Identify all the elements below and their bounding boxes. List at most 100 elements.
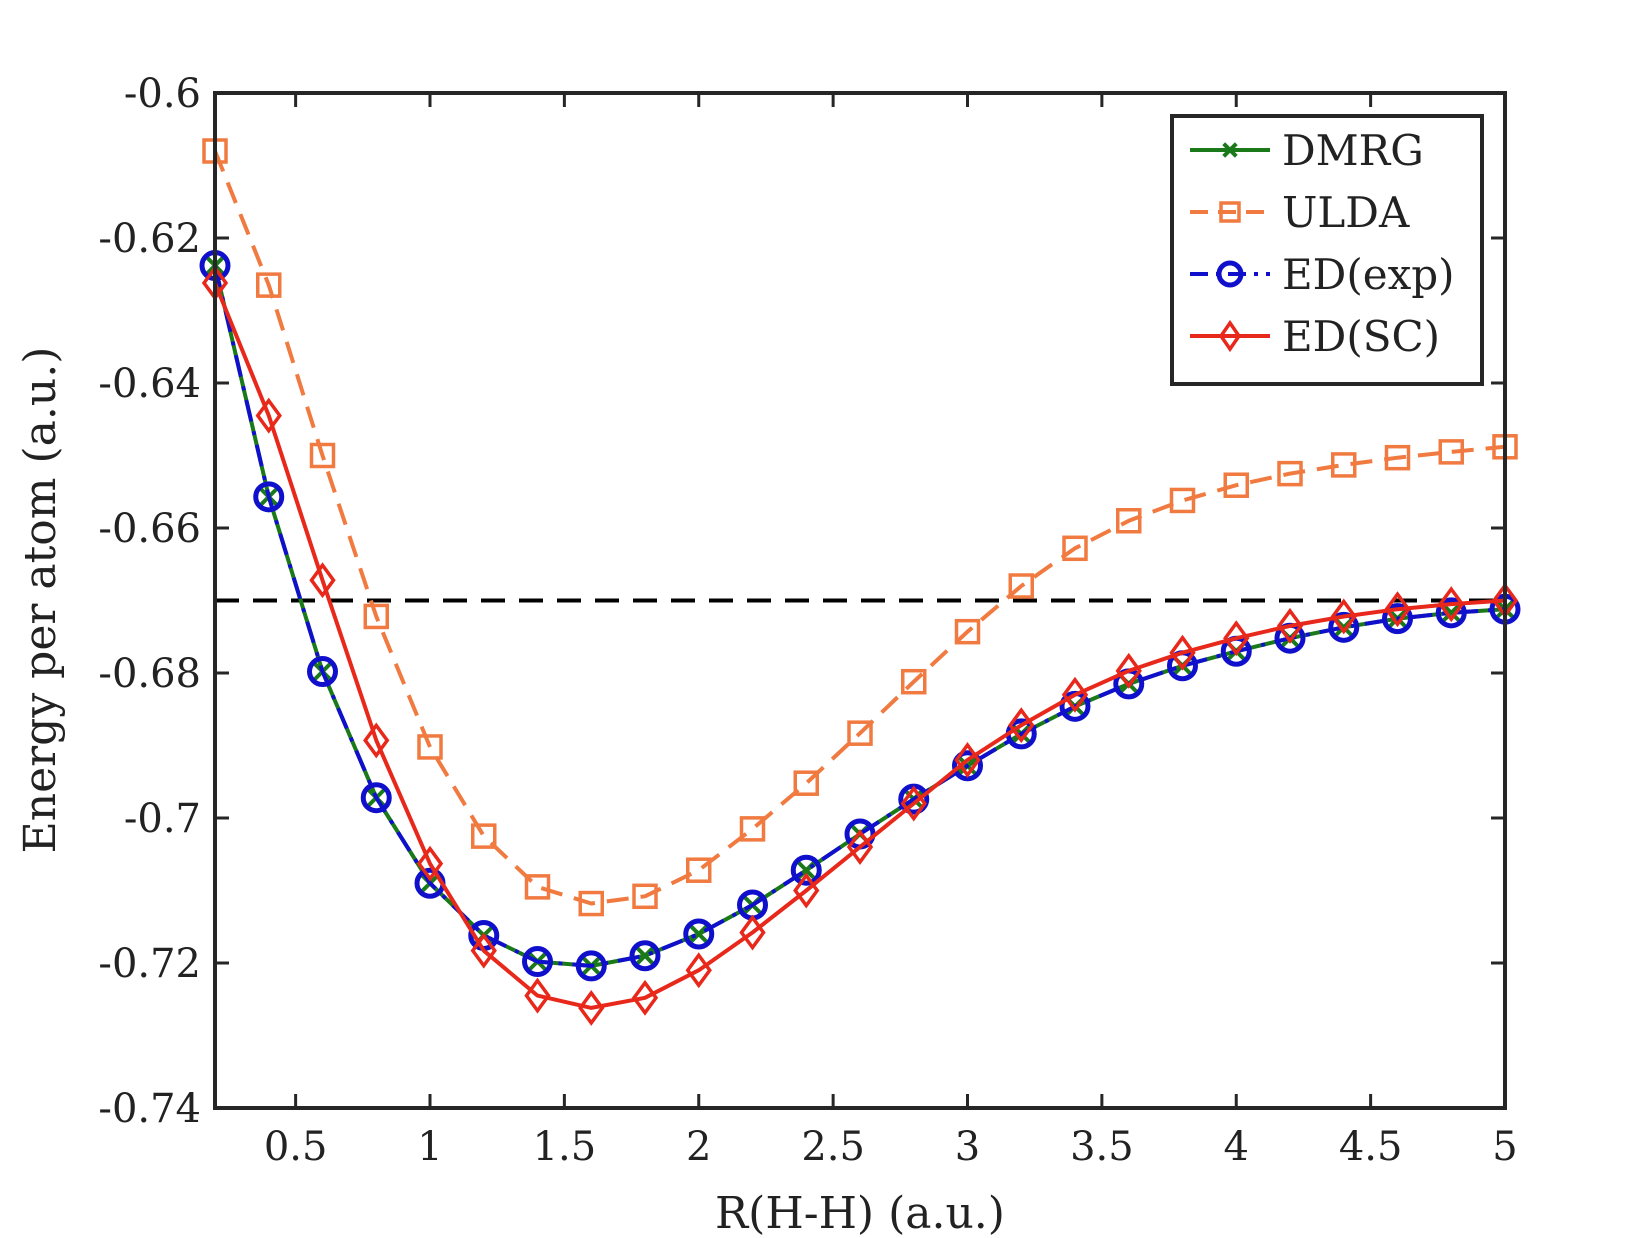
- data-point-ed-exp: [683, 918, 715, 950]
- data-point-ed-sc: [1438, 586, 1465, 623]
- legend-label-dmrg: DMRG: [1282, 126, 1424, 175]
- data-point-ed-sc: [416, 845, 444, 882]
- data-point-ed-exp: [360, 782, 392, 814]
- data-point-ed-sc: [685, 952, 712, 989]
- data-point-ed-exp: [629, 940, 661, 972]
- y-tick-label: -0.74: [98, 1086, 201, 1132]
- data-point-ed-exp: [307, 656, 338, 688]
- x-tick-label: 0.5: [264, 1124, 328, 1170]
- data-point-ed-sc: [739, 914, 766, 951]
- data-point-ulda: [256, 272, 282, 298]
- data-point-ulda: [309, 442, 336, 469]
- data-point-ed-exp: [575, 950, 607, 982]
- data-point-ed-exp: [1435, 597, 1467, 629]
- data-point-dmrg: [635, 946, 655, 965]
- legend-label-ed-sc: ED(SC): [1282, 312, 1440, 361]
- legend-item-dmrg: DMRG: [1190, 126, 1424, 175]
- data-point-ulda: [1384, 444, 1411, 471]
- data-point-ulda: [1062, 535, 1088, 562]
- data-point-ed-sc: [846, 829, 874, 865]
- series-line-ed-sc: [213, 282, 1506, 1010]
- x-tick-label: 3.5: [1070, 1124, 1134, 1170]
- y-tick-label: -0.72: [98, 941, 201, 987]
- plot-frame: [213, 91, 1507, 1110]
- data-point-ed-sc: [793, 872, 820, 909]
- x-tick-label: 1: [417, 1124, 442, 1170]
- data-point-ulda: [524, 874, 551, 900]
- y-tick-label: -0.64: [98, 361, 201, 407]
- data-point-ed-sc: [1169, 634, 1196, 671]
- x-tick-label: 4.5: [1339, 1124, 1403, 1170]
- tick-layer: 0.5 1 1.5 2 2.5 3 3.5 4 4.5 5 -0.74 -0.72 -0.7 -0.68 -…: [98, 71, 1517, 1170]
- data-point-ulda: [739, 816, 766, 842]
- data-point-ulda: [363, 603, 389, 630]
- data-point-ulda: [1008, 573, 1034, 599]
- data-point-ed-sc: [1276, 607, 1304, 644]
- data-point-ulda: [901, 668, 927, 695]
- data-point-ulda: [954, 618, 981, 645]
- data-point-ed-sc: [900, 785, 927, 822]
- x-tick-label: 2.5: [801, 1124, 865, 1170]
- data-point-ed-sc: [1330, 598, 1357, 635]
- data-point-ed-sc: [1115, 652, 1142, 689]
- x-tick-label: 4: [1224, 1124, 1249, 1170]
- legend: DMRG ULDA ED(exp) ED(SC): [1170, 114, 1484, 386]
- series-line-ulda: [213, 150, 1506, 906]
- y-tick-label: -0.66: [98, 506, 201, 552]
- data-point-ulda: [686, 857, 712, 883]
- legend-label-ed-exp: ED(exp): [1282, 250, 1455, 299]
- data-point-ed-exp: [522, 946, 553, 978]
- legend-marker-ed-exp: [1216, 260, 1244, 288]
- series-ed-sc: [201, 264, 1519, 1026]
- x-tick-label: 1.5: [533, 1124, 597, 1170]
- data-point-ulda: [632, 883, 658, 910]
- x-tick-label: 2: [686, 1124, 711, 1170]
- data-point-ed-sc: [255, 397, 282, 434]
- y-tick-label: -0.6: [124, 71, 201, 117]
- data-point-ulda: [1331, 452, 1357, 478]
- data-point-ulda: [578, 890, 604, 917]
- data-point-ed-sc: [578, 989, 605, 1026]
- data-point-ulda: [1438, 439, 1464, 465]
- series-ulda: [202, 138, 1518, 917]
- data-point-ulda: [1116, 508, 1142, 534]
- legend-marker-dmrg: [1222, 142, 1238, 158]
- data-point-ed-sc: [1223, 620, 1250, 657]
- y-tick-label: -0.7: [124, 796, 201, 842]
- legend-item-ulda: ULDA: [1190, 188, 1410, 237]
- x-tick-label: 5: [1492, 1124, 1517, 1170]
- data-point-ed-exp: [952, 750, 983, 782]
- legend-marker-ed-sc: [1218, 319, 1242, 353]
- data-point-ed-sc: [1008, 707, 1035, 744]
- data-point-ed-exp: [1382, 603, 1413, 635]
- data-point-ed-sc: [1061, 676, 1089, 713]
- data-point-ulda: [1223, 472, 1249, 498]
- y-axis-title: Energy per atom (a.u.): [15, 347, 66, 854]
- data-point-dmrg: [1442, 603, 1461, 622]
- data-point-ed-sc: [363, 722, 390, 759]
- data-point-ulda: [1277, 460, 1303, 487]
- data-point-ed-exp: [253, 481, 285, 513]
- y-tick-label: -0.62: [98, 216, 201, 262]
- data-point-ulda: [471, 823, 497, 849]
- data-point-ed-exp: [1328, 611, 1360, 643]
- x-tick-label: 3: [955, 1124, 980, 1170]
- legend-item-ed-sc: ED(SC): [1190, 312, 1440, 361]
- data-point-ed-sc: [954, 742, 981, 778]
- legend-label-ulda: ULDA: [1282, 188, 1410, 237]
- legend-item-ed-exp: ED(exp): [1190, 250, 1455, 299]
- data-point-ulda: [417, 734, 443, 760]
- data-point-ed-sc: [631, 979, 659, 1016]
- data-point-ulda: [1169, 487, 1196, 514]
- data-point-ed-sc: [309, 562, 336, 599]
- data-point-ed-sc: [1384, 591, 1411, 628]
- data-point-ed-sc: [524, 977, 551, 1014]
- data-point-ed-sc: [470, 932, 497, 969]
- data-point-dmrg: [689, 924, 708, 944]
- legend-marker-ulda: [1219, 201, 1241, 223]
- data-point-ed-exp: [790, 854, 822, 886]
- y-tick-label: -0.68: [98, 651, 201, 697]
- series-layer: [199, 138, 1521, 1026]
- data-point-ulda: [793, 770, 819, 796]
